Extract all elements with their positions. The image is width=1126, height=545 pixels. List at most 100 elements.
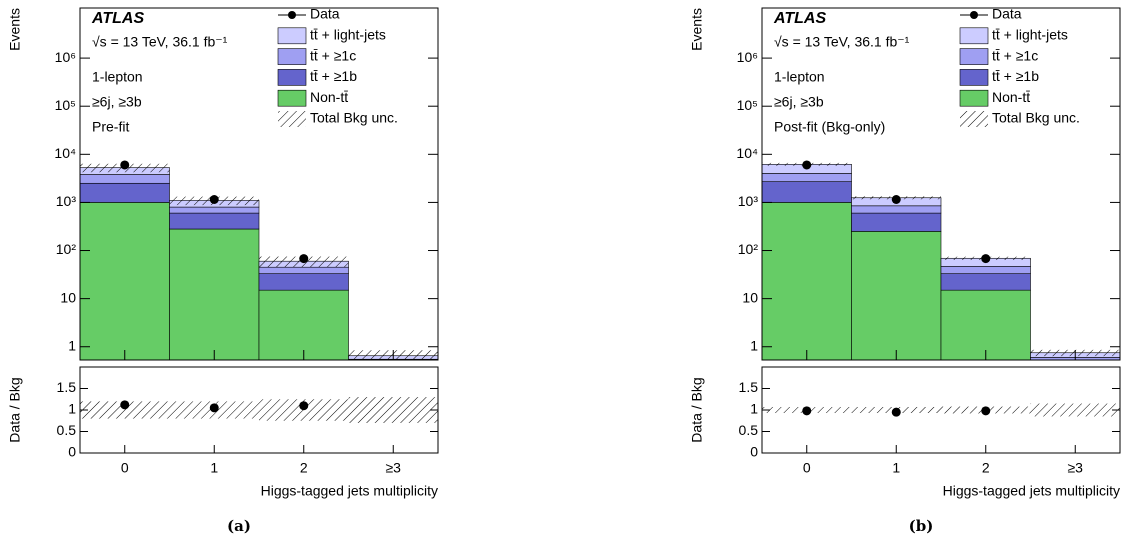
stack-bar xyxy=(79,202,170,361)
panel: 1 10 10² 10³ 10⁴ 10⁵ 10⁶ 0 0.5 1 1.5 0 1 2 ≥3 Higgs-tag… xyxy=(7,6,439,535)
ratio-y-tick-label: 0.5 xyxy=(57,422,77,438)
y-tick-label: 10⁶ xyxy=(55,49,76,65)
stack-bar xyxy=(851,205,942,214)
x-axis-label: Higgs-tagged jets multiplicity xyxy=(261,483,438,499)
data-point xyxy=(299,254,309,264)
legend-label: Total Bkg unc. xyxy=(310,110,398,126)
y-axis-label: Events xyxy=(689,8,705,51)
x-tick-label: 1 xyxy=(210,460,218,476)
y-tick-label: 10 xyxy=(742,289,758,305)
caption: (a) xyxy=(227,517,251,535)
x-tick-label: 0 xyxy=(121,460,129,476)
y-tick-label: 10² xyxy=(738,241,759,257)
legend-label: tt̄ + ≥1b xyxy=(310,68,357,84)
y-axis-label: Events xyxy=(7,8,23,51)
y-tick-label: 10³ xyxy=(738,193,759,209)
channel-label: 1-lepton xyxy=(774,69,825,85)
legend-label: Total Bkg unc. xyxy=(992,110,1080,126)
ratio-y-tick-label: 0 xyxy=(68,444,76,460)
ratio-y-tick-label: 0 xyxy=(750,444,758,460)
y-tick-label: 10⁵ xyxy=(55,97,76,113)
data-point xyxy=(891,194,901,204)
region-label: ≥6j, ≥3b xyxy=(92,94,142,110)
stack-bar xyxy=(761,173,852,182)
ratio-point xyxy=(120,400,130,410)
ratio-point xyxy=(891,407,901,417)
legend-label: tt̄ + ≥1c xyxy=(310,47,356,63)
ratio-y-tick-label: 0.5 xyxy=(739,422,759,438)
ratio-y-tick-label: 1.5 xyxy=(57,379,77,395)
frame xyxy=(79,7,439,361)
stack-bar xyxy=(169,206,260,214)
ratio-point xyxy=(802,406,812,416)
legend-label: tt̄ + light-jets xyxy=(992,27,1068,43)
ratio-unc-band xyxy=(1030,403,1120,417)
legend-swatch xyxy=(959,89,989,107)
stack-bar xyxy=(940,265,1031,274)
legend-swatch xyxy=(960,111,988,127)
legend-label: Data xyxy=(992,6,1022,22)
ratio-y-axis-label: Data / Bkg xyxy=(7,377,23,442)
legend-label: tt̄ + ≥1b xyxy=(992,68,1039,84)
caption: (b) xyxy=(909,517,934,535)
stack-bar xyxy=(851,231,942,361)
ratio-point xyxy=(981,406,991,416)
data-point xyxy=(802,160,812,170)
legend-swatch xyxy=(277,48,307,65)
x-tick-label: ≥3 xyxy=(386,460,402,476)
stack-bar xyxy=(79,174,170,184)
ratio-unc-band xyxy=(348,397,438,423)
ratio-y-tick-label: 1.5 xyxy=(739,379,759,395)
x-tick-label: 2 xyxy=(982,460,990,476)
stack-bar xyxy=(169,228,260,361)
stack-bar xyxy=(940,289,1031,361)
x-tick-label: 2 xyxy=(300,460,308,476)
fit-label: Post-fit (Bkg-only) xyxy=(774,119,885,135)
y-tick-label: 10⁴ xyxy=(54,145,76,161)
channel-label: 1-lepton xyxy=(92,69,143,85)
legend-label: Non-tt̄ xyxy=(310,89,348,105)
x-axis-label: Higgs-tagged jets multiplicity xyxy=(943,483,1120,499)
ratio-unc-band xyxy=(80,401,170,419)
ratio-y-tick-label: 1 xyxy=(750,401,758,417)
legend-swatch xyxy=(959,48,989,65)
stack-bar xyxy=(940,273,1031,291)
stack-bar xyxy=(258,266,349,274)
fit-label: Pre-fit xyxy=(92,119,129,135)
energy-label: √s = 13 TeV, 36.1 fb⁻¹ xyxy=(92,34,228,50)
stack-bar xyxy=(169,212,260,230)
x-tick-label: ≥3 xyxy=(1068,460,1084,476)
stack-bar xyxy=(258,273,349,291)
ratio-point xyxy=(299,401,309,411)
legend-swatch xyxy=(277,69,307,86)
stack-bar xyxy=(851,212,942,232)
experiment-label: ATLAS xyxy=(773,10,826,27)
data-point xyxy=(981,254,991,264)
legend-label: tt̄ + light-jets xyxy=(310,27,386,43)
stack-bar xyxy=(761,181,852,203)
legend-marker xyxy=(970,11,978,19)
ratio-point xyxy=(209,403,219,413)
y-tick-label: 10² xyxy=(56,241,77,257)
legend-swatch xyxy=(278,111,306,127)
energy-label: √s = 13 TeV, 36.1 fb⁻¹ xyxy=(774,34,910,50)
legend-label: Non-tt̄ xyxy=(992,89,1030,105)
legend-label: Data xyxy=(310,6,340,22)
region-label: ≥6j, ≥3b xyxy=(774,94,824,110)
stack-bar xyxy=(79,182,170,203)
y-tick-label: 1 xyxy=(750,337,758,353)
panel: 1 10 10² 10³ 10⁴ 10⁵ 10⁶ 0 0.5 1 1.5 0 1 2 ≥3 Higgs-tag… xyxy=(689,6,1121,535)
ratio-y-tick-label: 1 xyxy=(68,401,76,417)
x-tick-label: 1 xyxy=(892,460,900,476)
legend-marker xyxy=(288,11,296,19)
x-tick-label: 0 xyxy=(803,460,811,476)
y-tick-label: 10⁴ xyxy=(736,145,758,161)
y-tick-label: 10³ xyxy=(56,193,77,209)
y-tick-label: 10⁶ xyxy=(737,49,758,65)
data-point xyxy=(209,194,219,204)
ratio-y-axis-label: Data / Bkg xyxy=(689,377,705,442)
legend-swatch xyxy=(959,27,989,45)
y-tick-label: 10 xyxy=(60,289,76,305)
legend-swatch xyxy=(959,69,989,86)
